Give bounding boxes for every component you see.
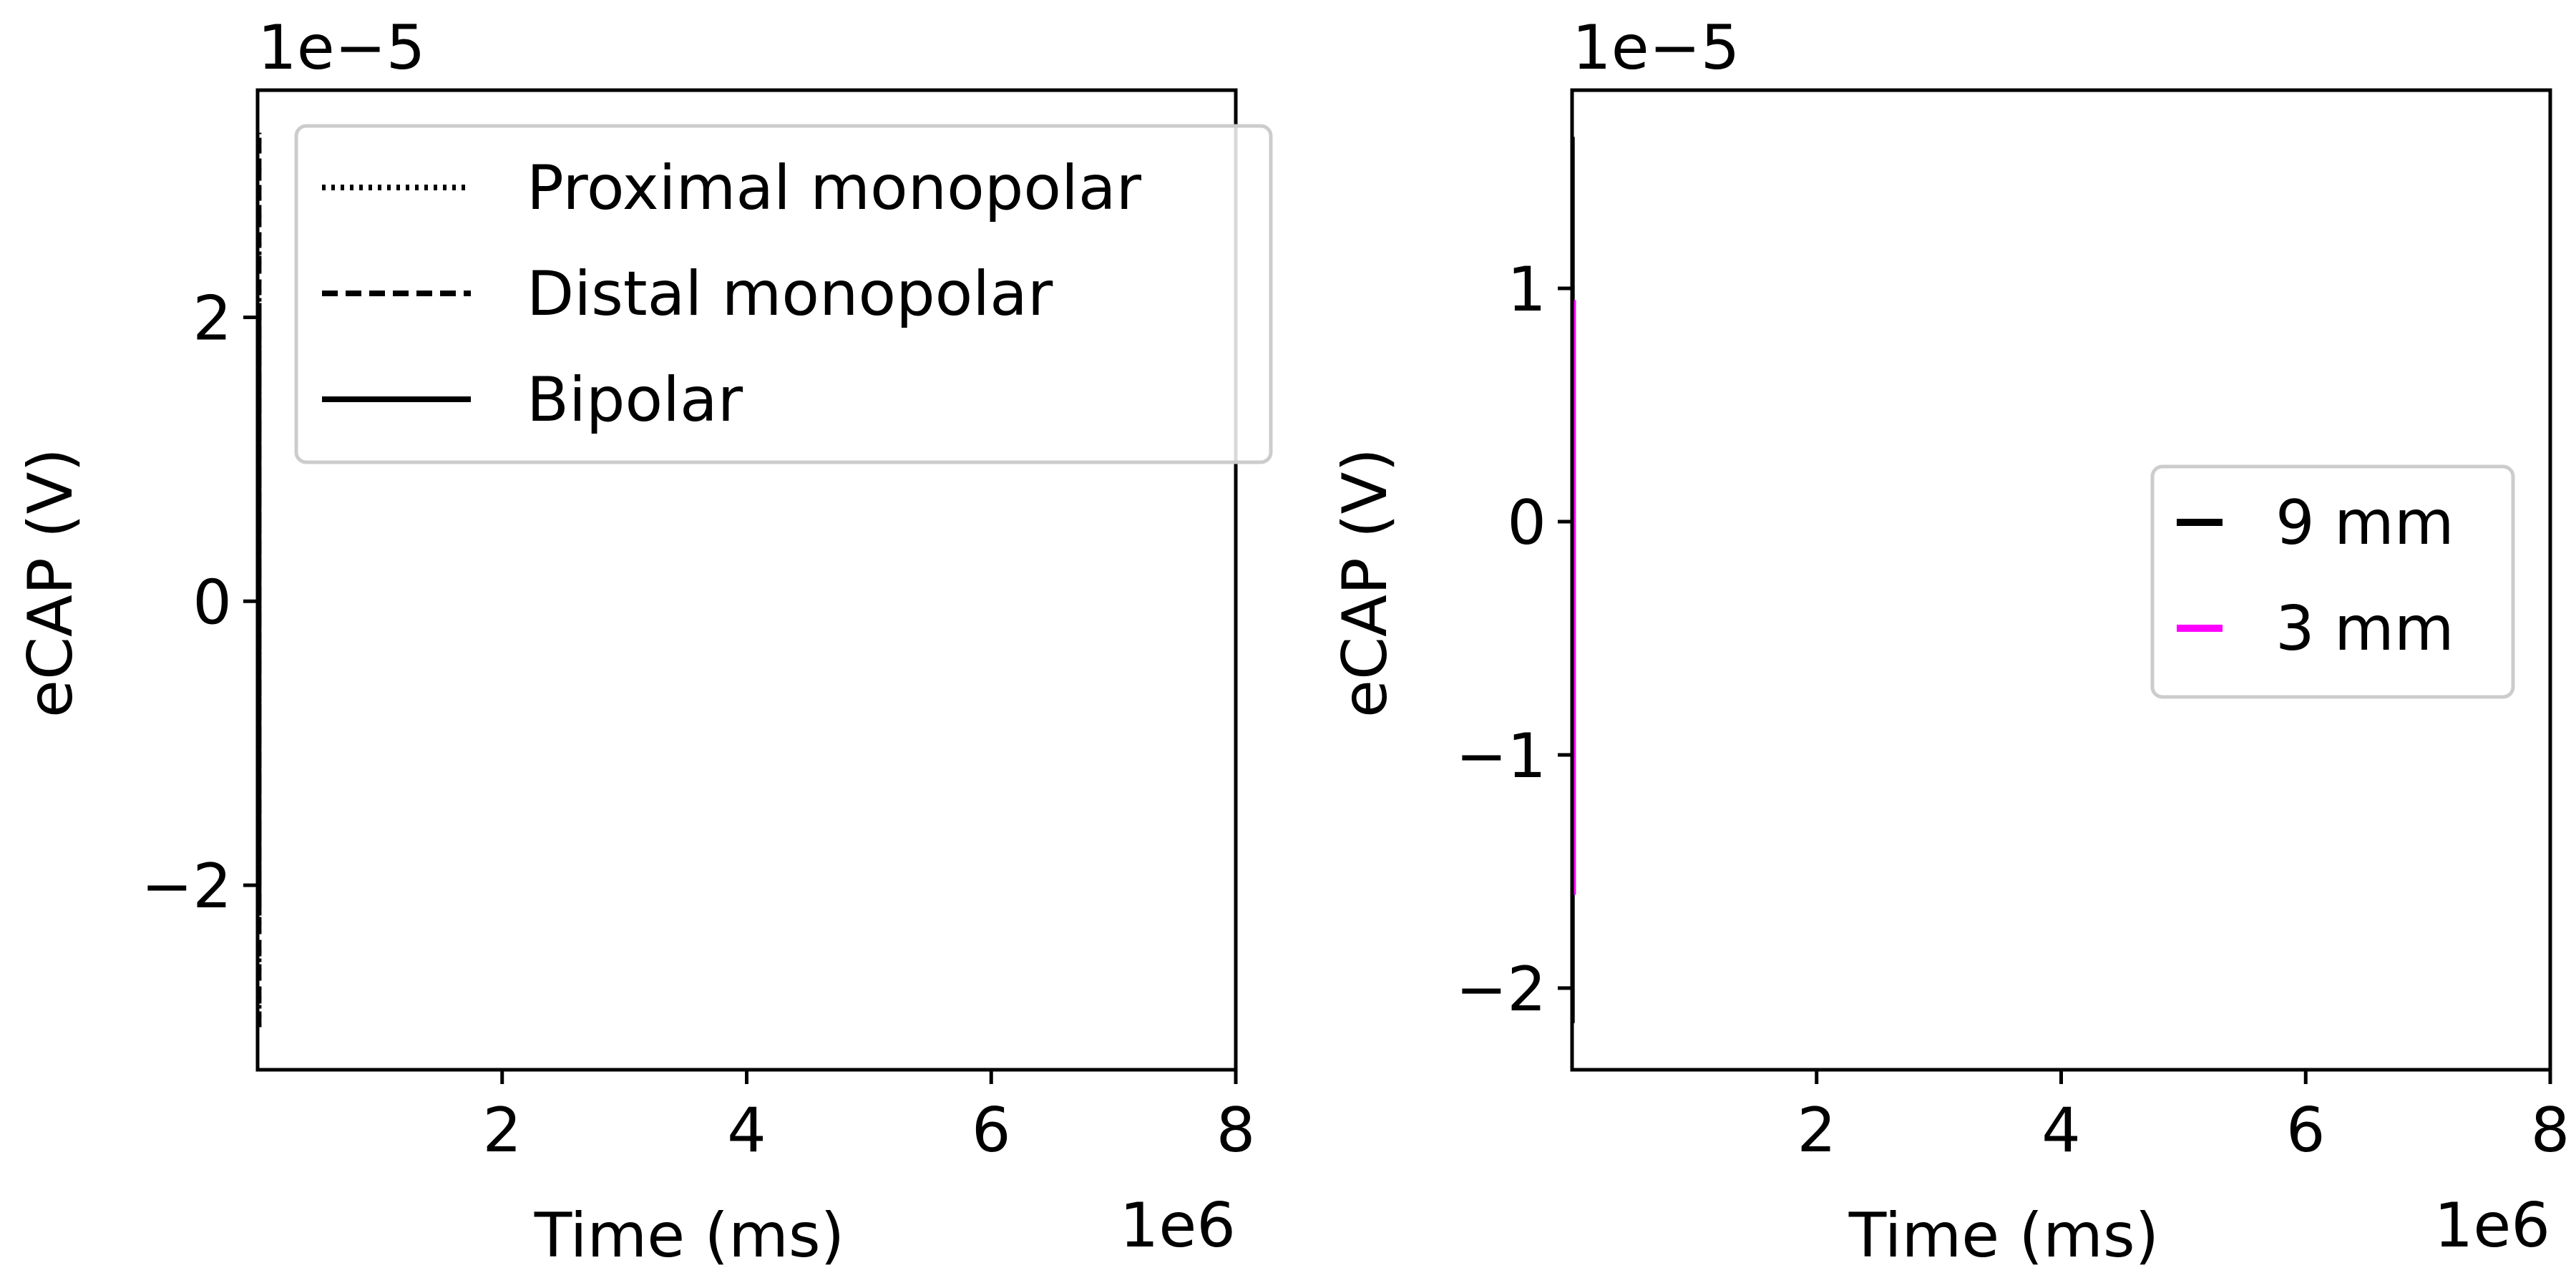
right-panel: 2 4 6 8 −2 −1 0 1 Time (ms) eCAP (V) 1e6 1e−5 9 mm 3 … [1330,12,2570,1272]
legend-label: Distal monopolar [527,258,1053,330]
y-tick-label: 1 [1507,254,1546,326]
y-offset-label: 1e−5 [258,12,425,84]
x-axis-label: Time (ms) [1848,1200,2160,1272]
legend-label: 3 mm [2275,593,2454,665]
y-axis-label: eCAP (V) [1330,448,1401,718]
x-offset-label: 1e6 [1120,1190,1236,1262]
y-axis-label: eCAP (V) [15,448,87,718]
x-tick-label: 2 [1797,1095,1836,1166]
legend-box [2150,464,2515,699]
x-offset-label: 1e6 [2434,1190,2550,1262]
y-offset-label: 1e−5 [1572,12,1740,84]
y-tick-label: −1 [1455,721,1546,792]
x-axis-label: Time (ms) [534,1200,845,1272]
y-tick-label: 0 [192,567,232,638]
legend-label: Bipolar [527,364,743,436]
y-tick-label: −2 [141,851,232,922]
x-tick-label: 2 [482,1095,522,1166]
x-tick-label: 6 [972,1095,1011,1166]
x-tick-label: 4 [727,1095,766,1166]
legend-label: Proximal monopolar [527,152,1142,224]
legend-label: 9 mm [2275,487,2454,559]
x-tick-label: 4 [2041,1095,2081,1166]
x-tick-label: 8 [2531,1095,2570,1166]
y-tick-label: 0 [1507,487,1546,559]
x-tick-label: 8 [1216,1095,1256,1166]
legend-box [294,124,1273,464]
y-tick-label: −2 [1455,954,1546,1025]
x-tick-label: 6 [2286,1095,2326,1166]
y-tick-label: 2 [192,283,232,354]
